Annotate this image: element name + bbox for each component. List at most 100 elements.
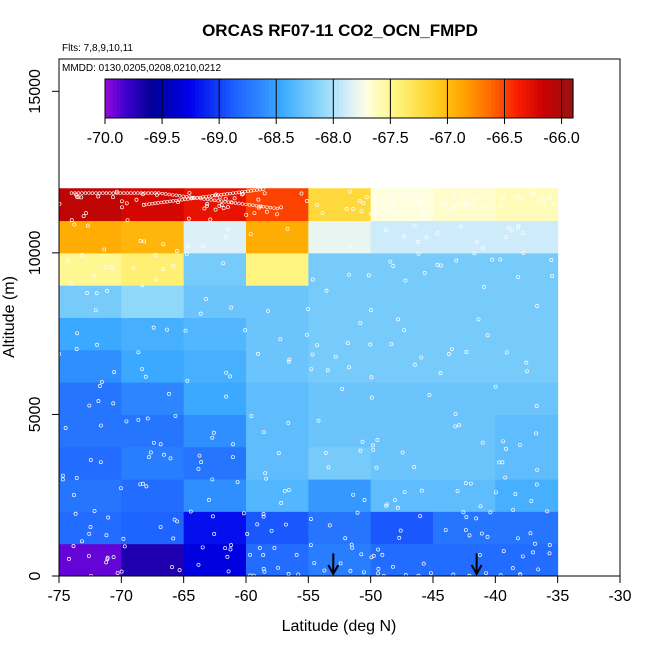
sample-marker	[540, 195, 545, 200]
sample-marker	[520, 554, 525, 559]
sample-marker	[262, 191, 267, 196]
colorbar-segment	[249, 79, 254, 118]
sample-marker	[216, 199, 220, 203]
sample-marker	[391, 564, 395, 569]
sample-marker	[418, 514, 423, 519]
sample-marker	[165, 327, 170, 332]
sample-marker	[85, 291, 90, 295]
sample-marker	[275, 212, 279, 217]
sample-marker	[535, 467, 540, 472]
sample-marker	[93, 308, 98, 313]
sample-marker	[202, 197, 206, 201]
heatmap-cell	[370, 446, 434, 480]
sample-marker	[490, 257, 495, 262]
sample-marker	[444, 201, 449, 206]
sample-marker	[119, 569, 124, 574]
sample-marker	[213, 207, 218, 212]
sample-marker	[452, 204, 457, 209]
colorbar-segment	[257, 79, 262, 118]
sample-marker	[320, 211, 325, 216]
sample-marker	[265, 205, 269, 209]
sample-marker	[325, 368, 330, 373]
sample-marker	[401, 234, 406, 239]
colorbar-segment	[218, 79, 223, 118]
colorbar-segment	[506, 79, 512, 118]
colorbar-segment	[339, 79, 344, 118]
colorbar-segment	[459, 79, 465, 118]
sample-marker	[174, 193, 178, 198]
sample-marker	[119, 199, 124, 204]
sample-marker	[465, 200, 470, 205]
sample-marker	[261, 553, 266, 557]
sample-marker	[71, 544, 76, 549]
sample-marker	[161, 242, 166, 247]
sample-marker	[435, 262, 440, 267]
sample-marker	[376, 547, 381, 552]
sample-marker	[66, 556, 71, 561]
colorbar-segment	[105, 79, 110, 118]
sample-marker	[124, 419, 129, 424]
sample-marker	[416, 239, 420, 244]
sample-marker	[187, 190, 192, 195]
heatmap-cell	[246, 543, 309, 577]
sample-marker	[268, 205, 273, 210]
sample-marker	[369, 395, 374, 400]
heatmap-cell	[495, 349, 559, 383]
sample-marker	[358, 320, 363, 325]
heatmap-cell	[308, 285, 372, 318]
sample-marker	[476, 317, 481, 322]
sample-marker	[85, 223, 90, 228]
colorbar-segment	[522, 79, 527, 118]
sample-marker	[210, 514, 215, 519]
sample-marker	[509, 228, 514, 233]
colorbar-segment	[413, 79, 418, 118]
colorbar-segment	[315, 79, 321, 118]
heatmap-cell	[495, 511, 559, 545]
sample-marker	[534, 431, 539, 436]
sample-marker	[412, 223, 417, 228]
sample-marker	[504, 446, 508, 451]
heatmap-cell	[370, 382, 434, 415]
sample-marker	[80, 252, 85, 257]
sample-marker	[171, 536, 176, 541]
sample-marker	[147, 455, 151, 460]
colorbar-segment	[194, 79, 200, 118]
sample-marker	[310, 352, 315, 357]
sample-marker	[244, 212, 249, 217]
sample-marker	[283, 522, 288, 527]
sample-marker	[104, 533, 109, 538]
heatmap-cell	[370, 188, 434, 222]
sample-marker	[175, 519, 180, 524]
colorbar-segment	[510, 79, 516, 118]
sample-marker	[393, 498, 397, 502]
sample-marker	[142, 239, 147, 244]
sample-marker	[396, 317, 401, 322]
sample-marker	[519, 196, 524, 201]
sample-marker	[480, 440, 485, 445]
colorbar-segment	[440, 79, 445, 118]
sample-marker	[261, 430, 266, 435]
sample-marker	[338, 561, 343, 566]
sample-marker	[348, 568, 353, 573]
heatmap-cell	[308, 349, 372, 383]
sample-marker	[256, 351, 261, 356]
colorbar-segment	[284, 79, 289, 118]
sample-marker	[357, 199, 362, 204]
sample-marker	[94, 191, 98, 195]
colorbar-segment	[222, 79, 227, 118]
sample-marker	[310, 277, 315, 282]
sample-marker	[160, 266, 165, 271]
sample-marker	[375, 438, 380, 442]
sample-marker	[124, 201, 129, 206]
sample-marker	[60, 477, 65, 482]
sample-marker	[148, 450, 153, 455]
sample-marker	[185, 378, 190, 383]
sample-marker	[125, 191, 130, 195]
colorbar-segment	[541, 79, 547, 118]
sample-marker	[248, 232, 253, 237]
latitude-arrow-head	[327, 564, 340, 577]
sample-marker	[232, 196, 237, 201]
sample-marker	[198, 311, 203, 316]
sample-marker	[443, 528, 448, 533]
colorbar-segment	[420, 79, 426, 118]
